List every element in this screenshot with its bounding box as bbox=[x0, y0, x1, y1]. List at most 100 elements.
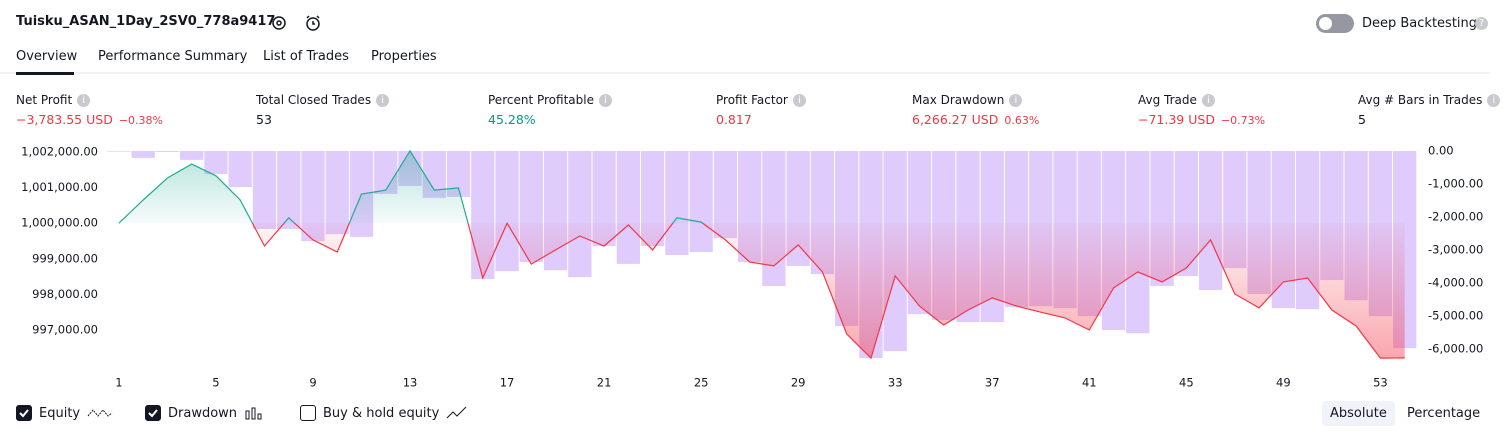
x-tick-label: 13 bbox=[403, 376, 418, 390]
header-icons bbox=[272, 15, 320, 31]
stat-value: −71.39 USD bbox=[1138, 112, 1215, 127]
y2-tick-label: -2,000.00 bbox=[1428, 210, 1483, 224]
drawdown-bar bbox=[325, 150, 349, 235]
drawdown-bar bbox=[131, 150, 155, 158]
stat-value-row: −71.39 USD −0.73% bbox=[1138, 112, 1265, 127]
drawdown-bar bbox=[228, 150, 252, 187]
x-tick-label: 17 bbox=[500, 376, 515, 390]
drawdown-bar bbox=[568, 150, 592, 278]
x-tick-label: 37 bbox=[985, 376, 1000, 390]
checkbox[interactable] bbox=[145, 405, 161, 421]
drawdown-bar bbox=[107, 150, 131, 152]
x-tick-label: 1 bbox=[115, 376, 122, 390]
y-tick-label: 997,000.00 bbox=[32, 322, 98, 336]
info-icon[interactable]: i bbox=[77, 93, 91, 107]
x-tick-label: 53 bbox=[1373, 376, 1388, 390]
stat-label-row: Avg # Bars in Trades i bbox=[1358, 93, 1501, 107]
x-tick-label: 25 bbox=[694, 376, 709, 390]
stat-label-row: Percent Profitable i bbox=[488, 93, 612, 107]
x-tick-label: 45 bbox=[1179, 376, 1194, 390]
y2-tick-label: -1,000.00 bbox=[1428, 176, 1483, 190]
y2-tick-label: -4,000.00 bbox=[1428, 276, 1483, 290]
drawdown-bar bbox=[640, 150, 665, 247]
button[interactable]: Percentage bbox=[1407, 406, 1481, 421]
info-icon[interactable]: i bbox=[1009, 93, 1023, 107]
stat: Max Drawdown i 6,266.27 USD 0.63% bbox=[912, 93, 1039, 127]
drawdown-bar bbox=[180, 150, 204, 160]
info-icon[interactable]: i bbox=[376, 93, 390, 107]
stat-value: 0.817 bbox=[716, 112, 752, 127]
y-tick-label: 1,001,000.00 bbox=[21, 180, 98, 194]
help-icon[interactable]: ? bbox=[1475, 17, 1488, 30]
stat-value: 6,266.27 USD bbox=[912, 112, 999, 127]
tab-underline bbox=[16, 72, 74, 75]
toggle-label: Deep Backtesting bbox=[1362, 16, 1478, 31]
x-tick-label: 21 bbox=[597, 376, 612, 390]
stat-value-row: 5 bbox=[1358, 112, 1500, 127]
tab[interactable]: List of Trades bbox=[263, 49, 349, 64]
stat-value: 5 bbox=[1358, 112, 1366, 127]
stat: Profit Factor i 0.817 bbox=[716, 93, 806, 127]
y-tick-label: 998,000.00 bbox=[32, 287, 98, 301]
stat-value-row: 53 bbox=[256, 112, 389, 127]
strategy-title: Tuisku_ASAN_1Day_2SV0_778a9417 bbox=[16, 14, 276, 29]
legend-icon bbox=[446, 406, 467, 419]
stat-value-row: 45.28% bbox=[488, 112, 612, 127]
info-icon[interactable]: i bbox=[1487, 93, 1501, 107]
stat-value: 53 bbox=[256, 112, 272, 127]
y2-tick-label: -5,000.00 bbox=[1428, 309, 1483, 323]
stat: Avg Trade i −71.39 USD −0.73% bbox=[1138, 93, 1265, 127]
stat-percent: 0.63% bbox=[1004, 114, 1040, 127]
stat-label-row: Profit Factor i bbox=[716, 93, 806, 107]
stat-label-row: Total Closed Trades i bbox=[256, 93, 390, 107]
stat-percent: −0.73% bbox=[1220, 114, 1266, 127]
stat: Total Closed Trades i 53 bbox=[256, 93, 390, 127]
drawdown-bar bbox=[592, 150, 616, 247]
legend-label: Equity bbox=[39, 405, 81, 421]
x-tick-label: 41 bbox=[1082, 376, 1097, 390]
stat-label: Percent Profitable bbox=[488, 93, 594, 107]
stat-label-row: Avg Trade i bbox=[1138, 93, 1265, 107]
y-tick-label: 1,000,000.00 bbox=[21, 216, 98, 230]
stat-value: 45.28% bbox=[488, 112, 536, 127]
stat-label: Profit Factor bbox=[716, 93, 788, 107]
y-tick-label: 1,002,000.00 bbox=[21, 144, 98, 158]
checkbox[interactable] bbox=[16, 405, 32, 421]
tab[interactable]: Properties bbox=[371, 49, 437, 64]
stat-percent: −0.38% bbox=[118, 114, 163, 127]
info-icon[interactable]: i bbox=[598, 93, 612, 107]
x-tick-label: 33 bbox=[888, 376, 903, 390]
tab[interactable]: Performance Summary bbox=[98, 49, 248, 64]
y2-tick-label: -6,000.00 bbox=[1428, 342, 1483, 356]
drawdown-bar bbox=[155, 150, 180, 152]
stat: Net Profit i −3,783.55 USD −0.38% bbox=[16, 93, 163, 127]
drawdown-bar bbox=[1198, 150, 1223, 291]
stat-value: −3,783.55 USD bbox=[16, 112, 113, 127]
info-icon[interactable]: i bbox=[1201, 93, 1215, 107]
x-tick-label: 49 bbox=[1276, 376, 1291, 390]
drawdown-bar bbox=[616, 150, 640, 264]
checkbox[interactable] bbox=[300, 405, 316, 421]
stat: Avg # Bars in Trades i 5 bbox=[1358, 93, 1501, 127]
y2-tick-label: -3,000.00 bbox=[1428, 243, 1483, 257]
equity-line bbox=[118, 149, 1405, 360]
stat-label: Avg Trade bbox=[1138, 93, 1197, 107]
drawdown-bar bbox=[665, 150, 689, 255]
stat-value-row: −3,783.55 USD −0.38% bbox=[16, 112, 163, 127]
legend-label: Drawdown bbox=[168, 405, 238, 421]
equity-area bbox=[118, 150, 1405, 359]
drawdown-bar bbox=[713, 150, 738, 239]
drawdown-bar bbox=[277, 150, 301, 229]
toggle[interactable] bbox=[1316, 14, 1354, 33]
tab-divider bbox=[0, 72, 1490, 74]
tab[interactable]: Overview bbox=[16, 49, 78, 64]
y-tick-label: 999,000.00 bbox=[32, 251, 98, 265]
legend-label: Buy & hold equity bbox=[323, 405, 440, 421]
drawdown-bar bbox=[204, 150, 228, 175]
drawdown-bar bbox=[301, 150, 325, 242]
button[interactable]: Absolute bbox=[1322, 401, 1395, 426]
info-icon[interactable]: i bbox=[792, 93, 806, 107]
stat-label: Net Profit bbox=[16, 93, 73, 107]
